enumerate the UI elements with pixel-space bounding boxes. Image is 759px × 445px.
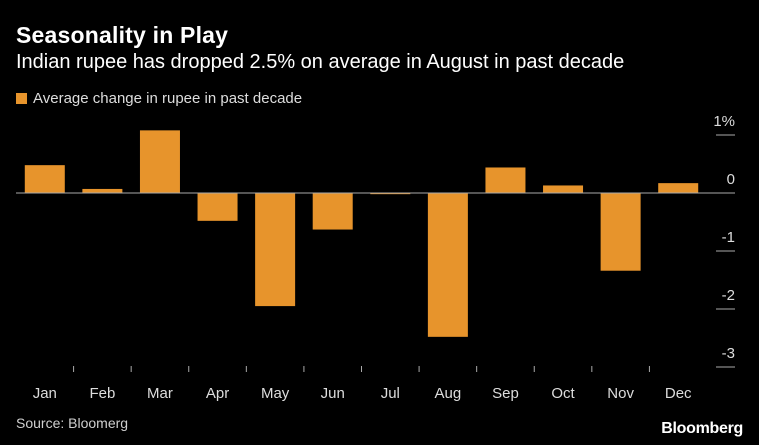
x-tick-label-oct: Oct <box>551 385 575 402</box>
chart-title: Seasonality in Play <box>16 22 229 48</box>
bar-jun <box>312 193 353 230</box>
bloomberg-logo: Bloomberg <box>661 420 743 437</box>
x-tick-label-jun: Jun <box>321 385 345 402</box>
x-tick-label-dec: Dec <box>665 385 692 402</box>
bar-aug <box>427 193 468 337</box>
y-tick-label: -2 <box>722 287 735 304</box>
y-tick-label: 0 <box>727 171 735 188</box>
source-note: Source: Bloomerg <box>16 415 129 431</box>
x-tick-label-feb: Feb <box>89 385 115 402</box>
legend-swatch <box>16 93 27 104</box>
x-tick-label-jul: Jul <box>381 385 400 402</box>
bar-jan <box>24 165 65 193</box>
x-tick-label-aug: Aug <box>435 385 462 402</box>
y-tick-label: -3 <box>722 345 735 362</box>
x-tick-label-nov: Nov <box>607 385 634 402</box>
x-tick-label-mar: Mar <box>147 385 173 402</box>
bar-sep <box>485 167 526 193</box>
x-tick-label-apr: Apr <box>206 385 229 402</box>
x-tick-label-may: May <box>261 385 290 402</box>
x-tick-label-sep: Sep <box>492 385 519 402</box>
bar-nov <box>600 193 641 271</box>
y-tick-label: -1 <box>722 229 735 246</box>
bar-mar <box>139 130 180 193</box>
bar-oct <box>543 185 584 193</box>
legend-label: Average change in rupee in past decade <box>33 90 303 107</box>
bar-jul <box>370 193 411 195</box>
x-tick-label-jan: Jan <box>33 385 57 402</box>
legend: Average change in rupee in past decade <box>16 90 302 107</box>
bar-dec <box>658 183 699 193</box>
bar-feb <box>82 188 123 193</box>
bar-apr <box>197 193 238 221</box>
bar-may <box>255 193 296 307</box>
y-tick-label: 1% <box>713 113 735 130</box>
chart-subtitle: Indian rupee has dropped 2.5% on average… <box>16 51 625 73</box>
